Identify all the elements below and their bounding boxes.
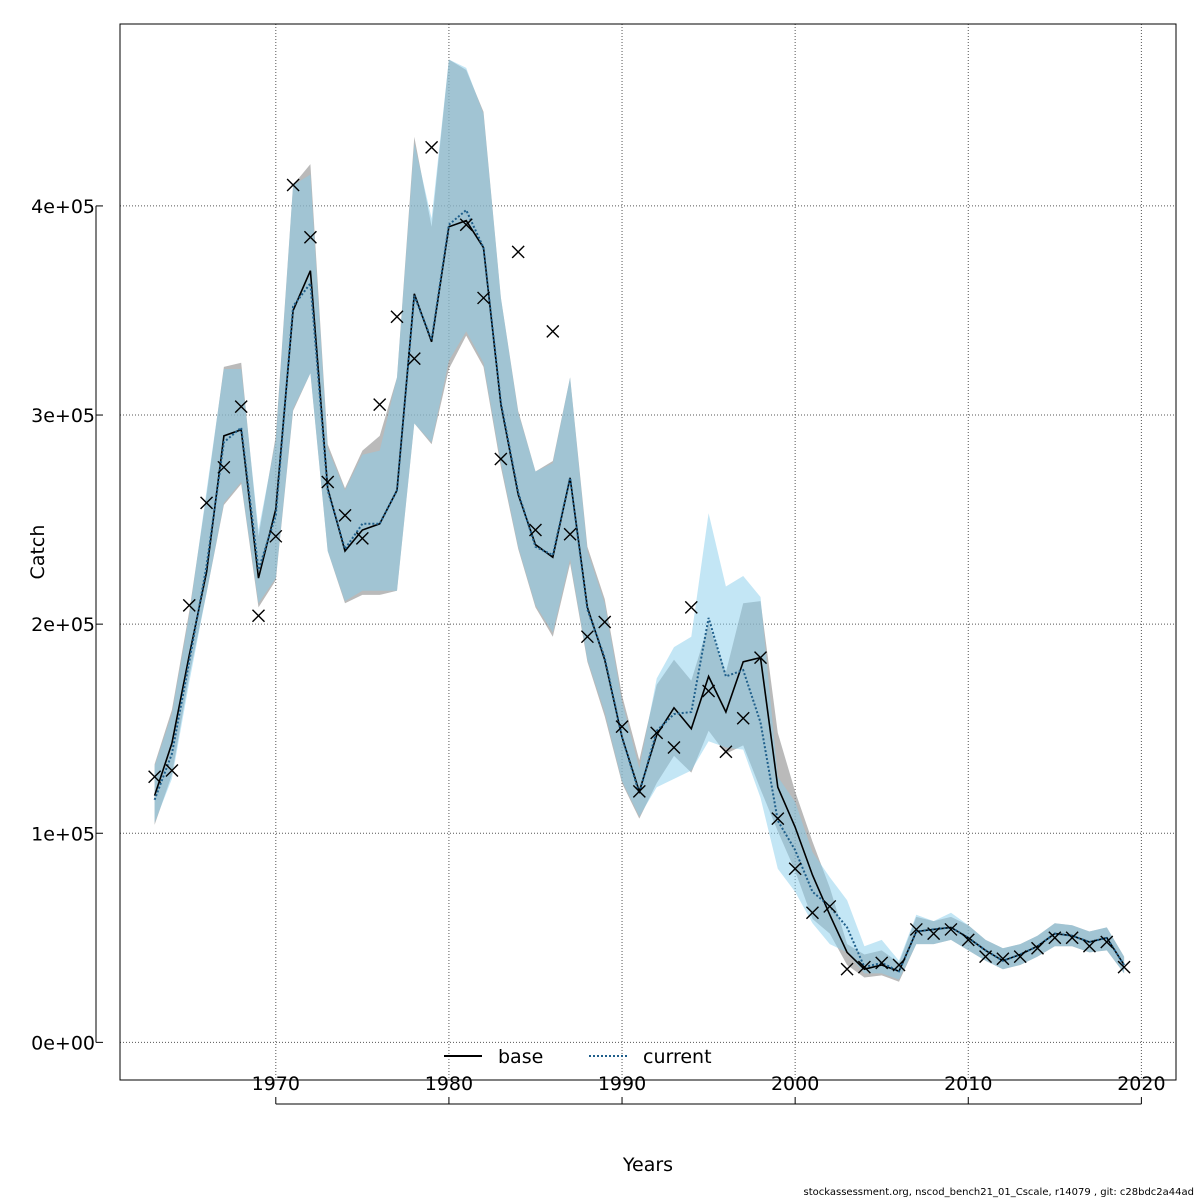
observed-point <box>528 523 542 537</box>
observed-point <box>580 630 594 644</box>
observed-point <box>303 230 317 244</box>
observed-point <box>702 684 716 698</box>
observed-point <box>805 906 819 920</box>
observed-point <box>823 899 837 913</box>
observed-point <box>857 960 871 974</box>
observed-point <box>875 956 889 970</box>
y-tick-label: 0e+00 <box>31 1032 95 1054</box>
x-axis: 1970 1980 1990 2000 2010 2020 <box>252 1073 1166 1105</box>
observed-point <box>459 218 473 232</box>
observed-point <box>615 720 629 734</box>
plot-frame <box>119 23 1177 1081</box>
observed-point <box>563 527 577 541</box>
legend: base current <box>444 1046 712 1068</box>
observed-point <box>407 352 421 366</box>
observed-point <box>1031 941 1045 955</box>
y-tick-label: 3e+05 <box>31 405 95 427</box>
observed-point <box>1048 931 1062 945</box>
y-axis: 0e+00 1e+05 2e+05 3e+05 4e+05 <box>31 196 103 1054</box>
y-tick-label: 4e+05 <box>31 196 95 218</box>
observed-point <box>338 508 352 522</box>
x-tick-label: 1980 <box>425 1073 473 1095</box>
observed-point <box>736 711 750 725</box>
observed-point <box>546 324 560 338</box>
observed-point <box>944 922 958 936</box>
observed-point <box>650 726 664 740</box>
observed-point <box>684 600 698 614</box>
y-tick-label: 1e+05 <box>31 823 95 845</box>
observed-point <box>667 741 681 755</box>
observed-point <box>754 651 768 665</box>
observed-point <box>1100 935 1114 949</box>
observed-point <box>771 812 785 826</box>
observed-point <box>1013 950 1027 964</box>
observed-point <box>840 962 854 976</box>
observed-point <box>927 927 941 941</box>
x-axis-label: Years <box>622 1154 673 1176</box>
observed-point <box>892 958 906 972</box>
observed-point <box>148 770 162 784</box>
y-tick-label: 2e+05 <box>31 614 95 636</box>
observed-point <box>390 310 404 324</box>
observed-point <box>494 452 508 466</box>
observed-point <box>788 862 802 876</box>
y-axis-label: Catch <box>27 525 49 580</box>
observed-point <box>1065 931 1079 945</box>
observed-point <box>200 496 214 510</box>
observed-point <box>511 245 525 259</box>
observed-point <box>909 922 923 936</box>
observed-point <box>632 784 646 798</box>
observed-point <box>234 400 248 414</box>
legend-current-label: current <box>643 1046 712 1068</box>
observed-point <box>321 475 335 489</box>
observed-point <box>1082 939 1096 953</box>
observed-point <box>355 531 369 545</box>
observed-point <box>425 140 439 154</box>
observed-point <box>598 615 612 629</box>
observed-point <box>996 952 1010 966</box>
x-tick-label: 1970 <box>252 1073 300 1095</box>
legend-base-label: base <box>498 1046 543 1068</box>
observed-point <box>217 460 231 474</box>
observed-point <box>961 933 975 947</box>
x-tick-label: 2010 <box>944 1073 992 1095</box>
x-tick-label: 2000 <box>771 1073 819 1095</box>
observed-point <box>286 178 300 192</box>
observed-point <box>373 398 387 412</box>
observed-point <box>1117 960 1131 974</box>
observed-points <box>148 140 1131 976</box>
footnote: stockassessment.org, nscod_bench21_01_Cs… <box>803 1187 1194 1198</box>
observed-point <box>251 609 265 623</box>
x-tick-label: 2020 <box>1117 1073 1165 1095</box>
observed-point <box>269 529 283 543</box>
observed-point <box>165 764 179 778</box>
x-tick-label: 1990 <box>598 1073 646 1095</box>
observed-point <box>182 598 196 612</box>
observed-point <box>719 745 733 759</box>
observed-point <box>979 950 993 964</box>
observed-point <box>477 291 491 305</box>
